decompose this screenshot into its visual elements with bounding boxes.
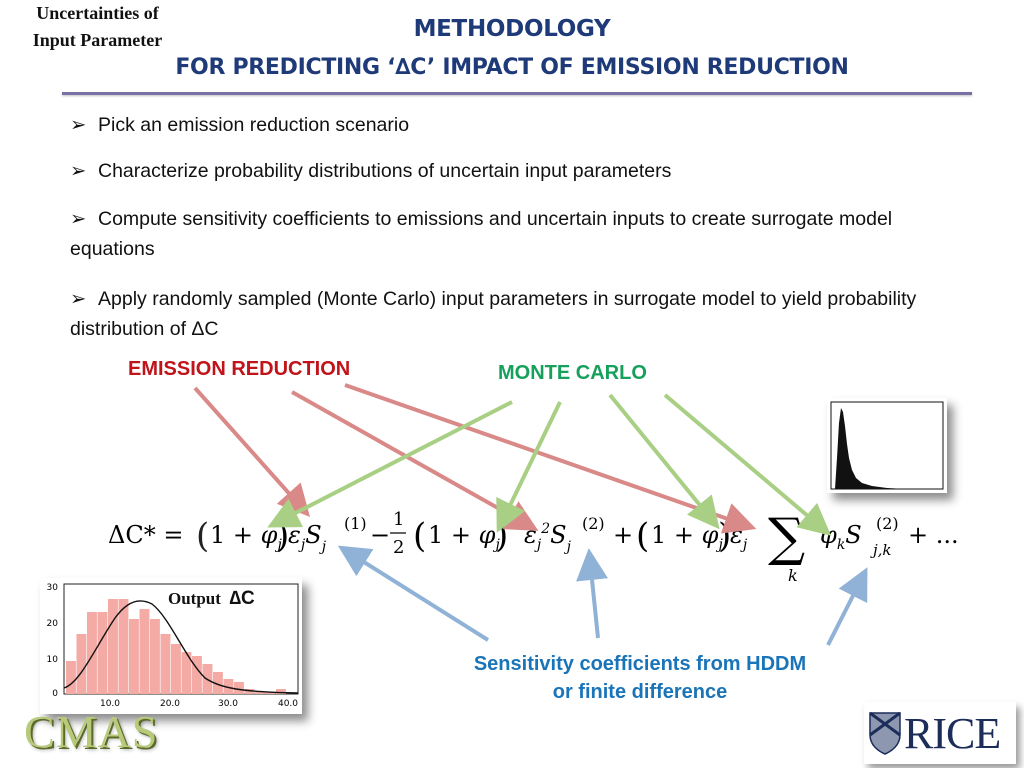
rice-logo: RICE — [864, 702, 1016, 764]
y-tick-label: 20 — [47, 619, 59, 629]
plus-sign: + — [613, 521, 633, 549]
equation-sup-2: (2) — [582, 514, 605, 533]
bullet-item: ➢ Pick an emission reduction scenario — [70, 110, 930, 140]
output-label: Output ∆C — [168, 588, 255, 610]
uncertainties-label-line1: Uncertainties of — [36, 3, 159, 23]
equation-term-3b: εj — [730, 521, 748, 553]
input-distribution-curve — [835, 408, 907, 489]
equation-sub-jk: j,k — [870, 541, 892, 559]
y-tick-label: 10 — [47, 655, 59, 665]
output-label-text: Output — [168, 589, 221, 608]
page-subtitle: FOR PREDICTING ‘∆C’ IMPACT OF EMISSION R… — [175, 55, 849, 80]
equation-tail: + ... — [908, 521, 959, 549]
sensitivity-label: Sensitivity coefficients from HDDM or fi… — [400, 650, 880, 706]
histogram-bar — [108, 599, 118, 694]
histogram-bar — [192, 656, 202, 694]
arrow-bullet-icon: ➢ — [70, 114, 87, 136]
output-histogram-svg: 30 20 10 0 10.0 20.0 30.0 40.0 — [47, 583, 299, 709]
histogram-bar — [66, 661, 76, 694]
equation-term-2a: 1 + φj — [428, 521, 500, 553]
histogram-bar — [255, 691, 265, 694]
x-tick-label: 20.0 — [160, 699, 180, 709]
input-distribution-plot — [827, 398, 947, 493]
input-distribution-svg — [830, 401, 944, 490]
sum-symbol: ∑ — [768, 508, 805, 568]
arrow-bullet-icon: ➢ — [70, 208, 87, 230]
bullet-text: Compute sensitivity coefficients to emis… — [70, 208, 893, 260]
histogram-bar — [223, 679, 234, 694]
sensitivity-label-line1: Sensitivity coefficients from HDDM — [473, 653, 807, 675]
monte-carlo-label: MONTE CARLO — [498, 362, 647, 384]
bullet-item: ➢ Compute sensitivity coefficients to emi… — [70, 204, 930, 264]
histogram-bar — [234, 682, 244, 694]
histogram-bar — [76, 634, 87, 694]
histogram-bar — [87, 612, 97, 694]
histogram-bar — [244, 689, 255, 694]
histogram-bar — [171, 644, 181, 694]
sensitivity-label-line2: or finite difference — [552, 681, 728, 703]
paren-close: ) — [495, 516, 508, 556]
sum-index: k — [788, 566, 798, 585]
title-divider — [62, 92, 972, 95]
equation-sup-1: (1) — [344, 514, 367, 533]
bullet-item: ➢ Apply randomly sampled (Monte Carlo) in… — [70, 284, 930, 344]
histogram-bar — [265, 692, 276, 694]
equation-sup-sq: 2 — [509, 515, 518, 531]
bullet-item: ➢ Characterize probability distributions … — [70, 156, 930, 186]
arrow-bullet-icon: ➢ — [70, 288, 87, 310]
emission-reduction-label: EMISSION REDUCTION — [128, 358, 351, 380]
equation-term-1b: εjSj — [288, 521, 327, 555]
equation-lhs: ΔC* = — [108, 521, 183, 549]
histogram-bar — [97, 612, 108, 694]
y-tick-label: 0 — [52, 689, 58, 699]
red-arrow — [193, 386, 310, 517]
rice-wordmark: RICE — [904, 709, 1001, 758]
y-tick-label: 30 — [47, 583, 59, 593]
surrogate-equation: ΔC* = ( 1 + φj ) εjSj (1) − 1 2 ( 1 + φj… — [108, 508, 959, 585]
paren-open: ( — [413, 516, 426, 556]
frac-denominator: 2 — [393, 537, 404, 558]
cmas-logo: CMAS — [24, 706, 159, 757]
arrow-bullet-icon: ➢ — [70, 160, 87, 182]
x-tick-label: 10.0 — [100, 699, 120, 709]
uncertainties-label-line2: Input Parameter — [32, 30, 163, 50]
frac-numerator: 1 — [393, 509, 404, 530]
equation-sup-3: (2) — [876, 514, 899, 533]
paren-open: ( — [196, 516, 209, 556]
histogram-bar — [181, 652, 192, 694]
fitted-curve — [63, 600, 299, 694]
page-title: METHODOLOGY — [413, 16, 611, 42]
equation-term-2b: εj2Sj — [524, 521, 572, 555]
minus-sign: − — [370, 521, 390, 549]
uncertainties-label: Uncertainties of Input Parameter — [0, 0, 195, 54]
histogram-bar — [213, 672, 223, 694]
histogram-bar — [150, 619, 160, 694]
output-histogram: 30 20 10 0 10.0 20.0 30.0 40.0 — [40, 578, 302, 714]
delta-c-symbol: ∆C — [229, 588, 255, 609]
histogram-bar — [118, 599, 129, 694]
histogram-bar — [139, 609, 150, 694]
bullet-text: Apply randomly sampled (Monte Carlo) inp… — [70, 288, 917, 340]
rice-shield-icon — [869, 711, 901, 755]
histogram-bar — [160, 634, 171, 694]
equation-term-3a: 1 + φj — [651, 521, 723, 553]
bullet-text: Characterize probability distributions o… — [98, 160, 672, 182]
paren-open: ( — [636, 516, 649, 556]
bullet-text: Pick an emission reduction scenario — [98, 114, 410, 136]
x-tick-label: 30.0 — [218, 699, 238, 709]
histogram-bar — [276, 689, 286, 694]
x-tick-label: 40.0 — [278, 699, 298, 709]
equation-term-3c: φkS — [820, 521, 862, 553]
equation-term-1a: 1 + φj — [210, 521, 282, 553]
histogram-bar — [129, 619, 139, 694]
